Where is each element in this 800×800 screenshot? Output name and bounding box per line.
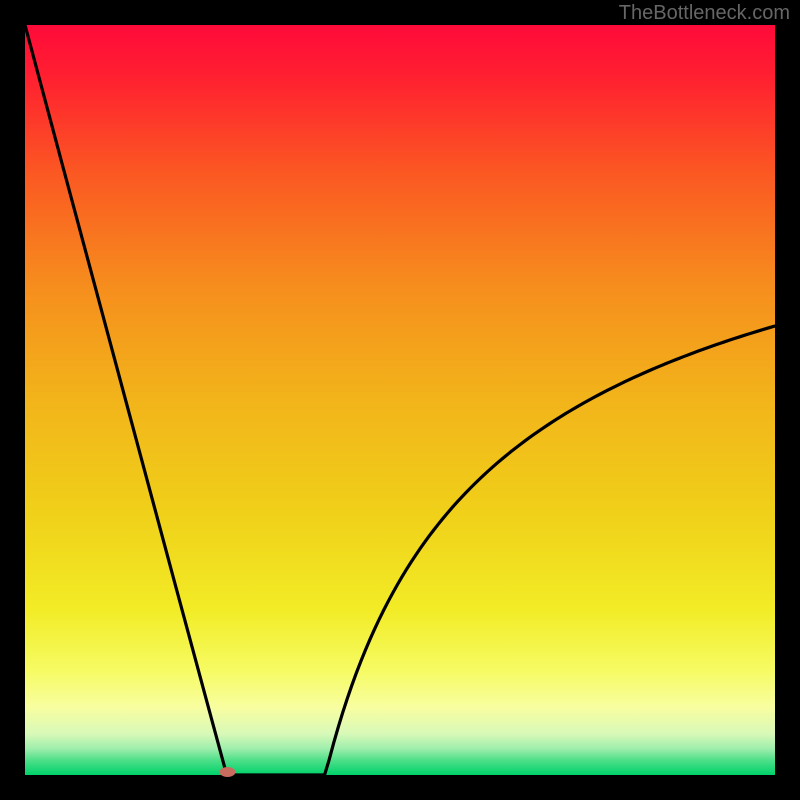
watermark-text: TheBottleneck.com — [619, 2, 790, 25]
optimal-point-marker — [220, 767, 236, 777]
bottleneck-chart — [0, 0, 800, 800]
chart-gradient-area — [25, 25, 775, 775]
